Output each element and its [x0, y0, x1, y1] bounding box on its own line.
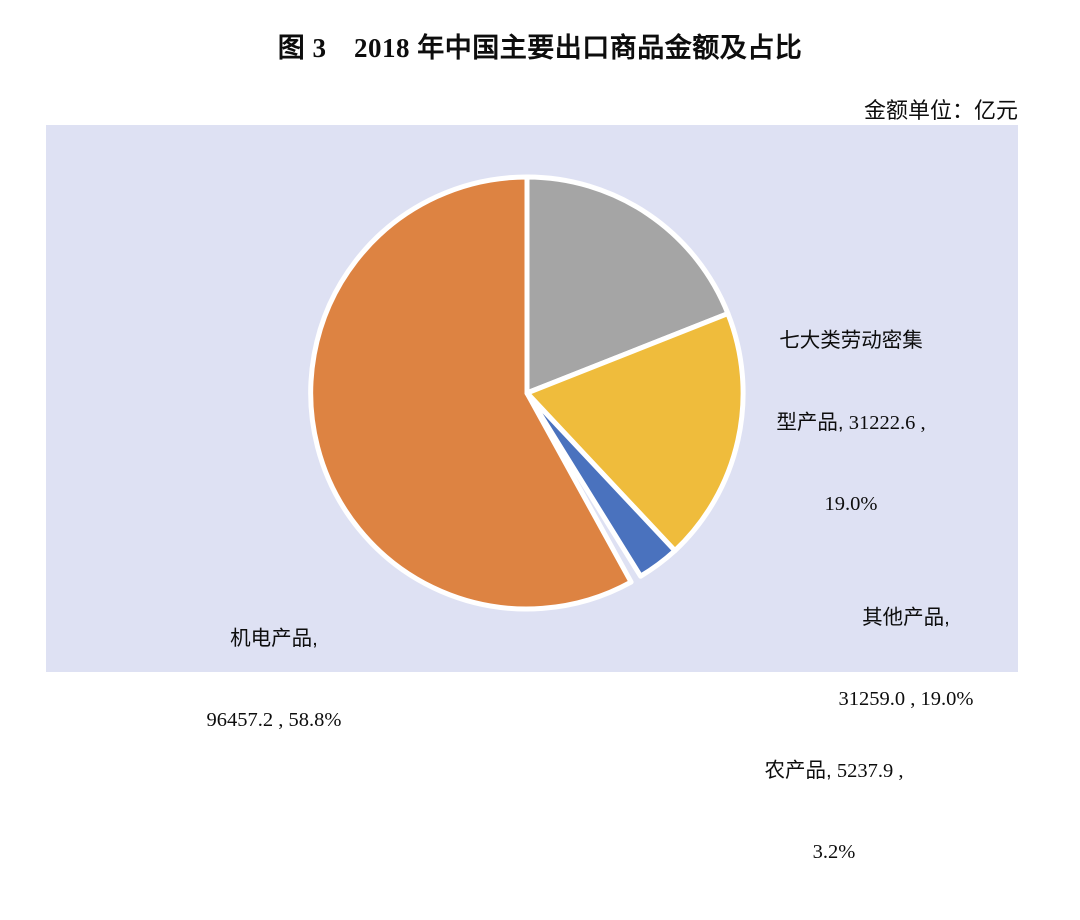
label-other-line1: 其他产品,	[862, 606, 950, 630]
label-labor-line2-value: 31222.6 ,	[843, 412, 926, 435]
label-machine-line1: 机电产品,	[230, 627, 318, 651]
page-title: 图 3 2018 年中国主要出口商品金额及占比	[277, 33, 803, 63]
unit-note: 金额单位：亿元	[863, 98, 1018, 123]
data-label-mechanical: 机电产品, 96457.2 , 58.8%	[134, 571, 414, 788]
label-other-line2: 31259.0 , 19.0%	[838, 688, 974, 711]
data-label-agricultural: 农产品, 5237.9 , 3.2%	[694, 703, 974, 920]
label-agri-line1-value: 5237.9 ,	[831, 760, 904, 783]
data-label-other-products: 其他产品, 31259.0 , 19.0%	[766, 550, 1046, 767]
pie-chart	[308, 174, 746, 612]
pie-slice-other[interactable]	[524, 311, 746, 554]
label-agri-line1-text: 农产品,	[764, 759, 832, 783]
label-agri-line2-percent: 3.2%	[812, 841, 856, 864]
pie-slices	[308, 174, 746, 612]
pie-slice-agricultural[interactable]	[524, 390, 678, 579]
label-machine-line2: 96457.2 , 58.8%	[206, 709, 342, 732]
pie-slice-mechanical[interactable]	[308, 174, 634, 612]
label-labor-line2-text: 型产品,	[776, 411, 844, 435]
pie-slice-labor-intensive[interactable]	[524, 174, 731, 396]
chart-plot-area: 七大类劳动密集 型产品, 31222.6 , 19.0% 其他产品, 31259…	[46, 125, 1018, 863]
data-label-labor-intensive: 七大类劳动密集 型产品, 31222.6 , 19.0%	[706, 273, 996, 573]
label-labor-line1: 七大类劳动密集	[779, 329, 923, 353]
label-labor-line3-percent: 19.0%	[824, 493, 878, 516]
